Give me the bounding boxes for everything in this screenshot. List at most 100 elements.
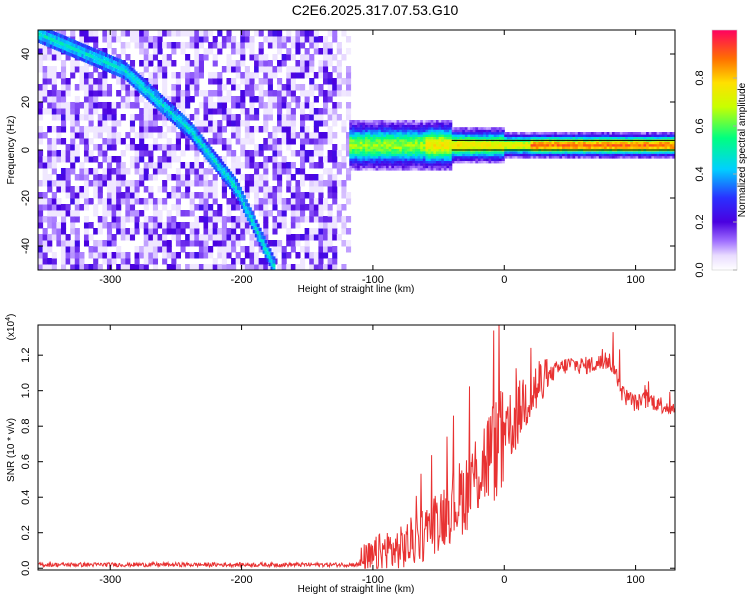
- heatmap-cell: [446, 141, 450, 145]
- heatmap-cell: [171, 116, 175, 120]
- heatmap-cell: [388, 148, 392, 152]
- heatmap-cell: [106, 228, 113, 235]
- heatmap-cell: [359, 168, 363, 171]
- heatmap-cell: [185, 114, 191, 121]
- heatmap-cell: [627, 156, 631, 159]
- heatmap-cell: [399, 136, 403, 140]
- heatmap-cell: [580, 134, 584, 137]
- heatmap-cell: [420, 127, 424, 130]
- heatmap-cell: [129, 102, 136, 109]
- heatmap-cell: [175, 240, 182, 247]
- heatmap-cell: [203, 228, 209, 235]
- heatmap-cell: [627, 141, 631, 145]
- heatmap-cell: [380, 148, 384, 152]
- heatmap-cell: [125, 42, 131, 49]
- heatmap-cell: [134, 168, 140, 175]
- heatmap-cell: [83, 264, 90, 270]
- heatmap-cell: [157, 30, 163, 37]
- heatmap-cell: [383, 129, 387, 133]
- heatmap-cell: [207, 144, 211, 148]
- heatmap-cell: [362, 156, 366, 159]
- heatmap-cell: [386, 151, 390, 154]
- heatmap-cell: [124, 66, 128, 70]
- heatmap-cell: [134, 42, 140, 49]
- heatmap-cell: [229, 185, 233, 190]
- heatmap-cell: [175, 78, 182, 85]
- heatmap-cell: [323, 180, 329, 187]
- heatmap-cell: [435, 151, 440, 154]
- heatmap-cell: [203, 204, 209, 211]
- heatmap-cell: [171, 222, 177, 229]
- heatmap-cell: [249, 264, 255, 270]
- heatmap-cell: [281, 54, 287, 61]
- heatmap-cell: [367, 129, 371, 133]
- heatmap-cell: [409, 139, 413, 142]
- heatmap-cell: [332, 66, 338, 73]
- heatmap-cell: [83, 156, 90, 163]
- heatmap-cell: [85, 45, 89, 49]
- heatmap-cell: [185, 118, 189, 122]
- heatmap-cell: [70, 30, 76, 37]
- heatmap-cell: [267, 114, 273, 121]
- heatmap-cell: [281, 36, 287, 43]
- heatmap-cell: [611, 144, 616, 147]
- heatmap-cell: [295, 222, 301, 229]
- heatmap-cell: [359, 122, 363, 125]
- heatmap-cell: [171, 120, 175, 124]
- heatmap-cell: [462, 156, 466, 159]
- heatmap-cell: [459, 129, 463, 133]
- heatmap-cell: [380, 127, 384, 130]
- heatmap-cell: [171, 84, 177, 91]
- heatmap-cell: [122, 71, 126, 76]
- heatmap-cell: [116, 228, 122, 235]
- heatmap-cell: [103, 63, 107, 67]
- heatmap-cell: [260, 231, 264, 236]
- heatmap-cell: [632, 146, 637, 149]
- heatmap-cell: [47, 36, 51, 41]
- heatmap-cell: [180, 180, 186, 187]
- heatmap-cell: [388, 120, 392, 123]
- heatmap-cell: [57, 33, 61, 38]
- heatmap-cell: [60, 168, 67, 175]
- heatmap-cell: [485, 141, 490, 145]
- heatmap-cell: [417, 129, 421, 133]
- heatmap-cell: [443, 124, 448, 128]
- heatmap-cell: [219, 159, 223, 163]
- heatmap-cell: [404, 132, 408, 135]
- heatmap-cell: [254, 72, 260, 79]
- heatmap-cell: [559, 141, 563, 145]
- colorbar-tick-label: 0.6: [694, 118, 706, 133]
- heatmap-cell: [300, 60, 306, 67]
- heatmap-cell: [263, 228, 269, 235]
- heatmap-cell: [367, 153, 371, 157]
- heatmap-cell: [70, 210, 76, 217]
- heatmap-cell: [162, 252, 168, 259]
- heatmap-cell: [520, 156, 524, 159]
- heatmap-cell: [383, 160, 387, 164]
- heatmap-cell: [541, 141, 545, 145]
- heatmap-cell: [203, 264, 209, 270]
- heatmap-cell: [134, 96, 140, 103]
- heatmap-cell: [412, 165, 416, 169]
- heatmap-cell: [116, 216, 122, 223]
- heatmap-cell: [290, 216, 296, 223]
- heatmap-cell: [632, 151, 637, 154]
- heatmap-cell: [370, 134, 374, 137]
- heatmap-cell: [60, 156, 67, 163]
- heatmap-cell: [158, 107, 162, 111]
- heatmap-cell: [354, 144, 358, 147]
- heatmap-cell: [404, 153, 408, 157]
- heatmap-cell: [43, 31, 47, 35]
- heatmap-cell: [65, 150, 71, 157]
- heatmap-cell: [140, 91, 144, 95]
- heatmap-cell: [359, 151, 363, 154]
- heatmap-cell: [189, 198, 195, 205]
- heatmap-cell: [111, 168, 117, 175]
- heatmap-cell: [102, 78, 108, 85]
- heatmap-cell: [215, 161, 219, 165]
- heatmap-cell: [567, 156, 571, 159]
- heatmap-cell: [428, 165, 432, 169]
- heatmap-cell: [201, 140, 205, 144]
- heatmap-cell: [648, 153, 652, 157]
- heatmap-cell: [383, 141, 387, 145]
